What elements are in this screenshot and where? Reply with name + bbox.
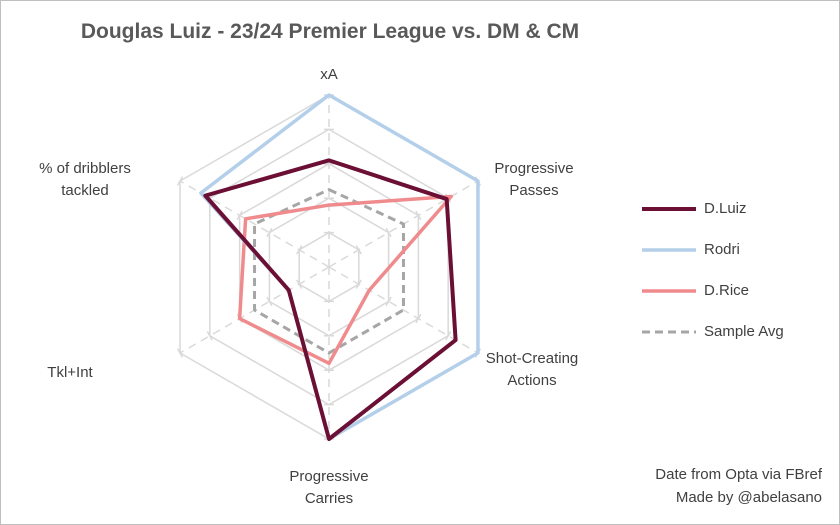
credit-text: Date from Opta via FBref Made by @abelas…	[655, 463, 822, 509]
axis-tick	[385, 227, 392, 238]
axis-tick	[415, 210, 422, 221]
axis-label: Shot-Creating Actions	[452, 348, 612, 392]
legend-swatch	[642, 206, 696, 211]
axis-tick	[236, 210, 243, 221]
series-line-d-luiz	[203, 158, 458, 441]
axis-tick	[385, 296, 392, 307]
series-line-sample-avg	[253, 188, 405, 355]
axis-tick	[206, 331, 213, 341]
axis-tick	[296, 245, 303, 255]
axis-label-line: Shot-Creating	[485, 350, 579, 367]
legend-label: D.Rice	[704, 282, 750, 299]
series-line-d-rice	[237, 194, 453, 366]
axis-tick	[266, 296, 273, 307]
legend-item: D.Luiz	[640, 188, 830, 229]
legend-label: Sample Avg	[704, 323, 784, 340]
axis-label-line: xA	[320, 66, 338, 83]
legend-item: D.Rice	[640, 270, 830, 311]
axis-label: xA	[249, 64, 409, 86]
axis-tick	[415, 313, 422, 324]
legend: D.Luiz Rodri D.Rice Sample Avg	[640, 188, 830, 352]
axis-label: Progressive Carries	[249, 466, 409, 510]
axis-label-line: tackled	[61, 182, 109, 199]
axis-label-line: Progressive	[494, 160, 574, 177]
axis-tick	[296, 279, 303, 289]
axis-label-line: % of dribblers	[39, 160, 131, 177]
legend-label: Rodri	[704, 241, 740, 258]
axis-tick	[176, 176, 184, 186]
axis-label-line: Passes	[509, 182, 559, 199]
axis-tick	[266, 227, 273, 238]
chart-title: Douglas Luiz - 23/24 Premier League vs. …	[80, 20, 580, 43]
axis-label: Tkl+Int	[0, 362, 150, 384]
credit-line-2: Made by @abelasano	[675, 489, 822, 506]
axis-tick	[176, 348, 184, 358]
axis-label-line: Tkl+Int	[47, 364, 93, 381]
credit-line-1: Date from Opta via FBref	[655, 466, 822, 483]
axis-label: Progressive Passes	[454, 158, 614, 202]
legend-swatch	[642, 247, 696, 252]
axis-label-line: Actions	[507, 372, 557, 389]
legend-item: Sample Avg	[640, 311, 830, 352]
axis-label-line: Carries	[304, 490, 354, 507]
legend-swatch	[642, 288, 696, 293]
grid-spoke	[328, 266, 479, 354]
legend-swatch	[642, 330, 696, 333]
legend-label: D.Luiz	[704, 200, 747, 217]
axis-tick	[355, 279, 362, 289]
axis-tick	[355, 245, 362, 255]
axis-tick	[445, 331, 452, 341]
axis-label: % of dribblers tackled	[5, 158, 165, 202]
axis-label-line: Progressive	[289, 468, 369, 485]
legend-item: Rodri	[640, 229, 830, 270]
